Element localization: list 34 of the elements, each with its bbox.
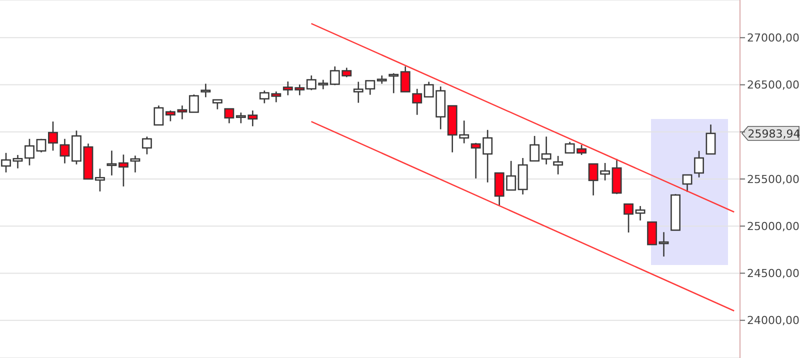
candlestick (130, 154, 140, 174)
candlestick (694, 150, 704, 178)
candlestick (142, 136, 152, 155)
candlestick (188, 94, 199, 113)
candlestick (647, 221, 657, 246)
candlestick (658, 231, 669, 258)
y-tick-label: 27000,00 (747, 32, 800, 45)
candlestick (212, 99, 222, 110)
candlestick (48, 120, 58, 152)
candlestick (154, 104, 164, 126)
candlestick (95, 168, 105, 192)
candlestick (635, 205, 646, 222)
candlestick (224, 108, 234, 124)
candlestick (106, 150, 117, 176)
y-tick-label: 24000,00 (747, 314, 800, 328)
candlestick (200, 83, 211, 98)
candlestick (12, 154, 23, 170)
candlestick (60, 138, 70, 164)
y-tick-label: 25500,00 (747, 172, 800, 186)
candlestick (530, 135, 540, 162)
y-tick-label: 24500,00 (747, 267, 800, 280)
candlestick (400, 66, 410, 92)
candlestick (706, 124, 716, 155)
candlestick (682, 174, 692, 193)
candlestick (412, 88, 422, 116)
candlestick (624, 203, 634, 234)
candlestick (553, 155, 564, 176)
y-tick-label: 25000,00 (747, 220, 800, 234)
candlestick (118, 154, 128, 188)
y-tick-label: 26500,00 (747, 78, 800, 92)
candlestick (24, 138, 34, 166)
candlestick (388, 72, 399, 94)
candlestick (36, 138, 46, 153)
candlestick (541, 136, 552, 166)
